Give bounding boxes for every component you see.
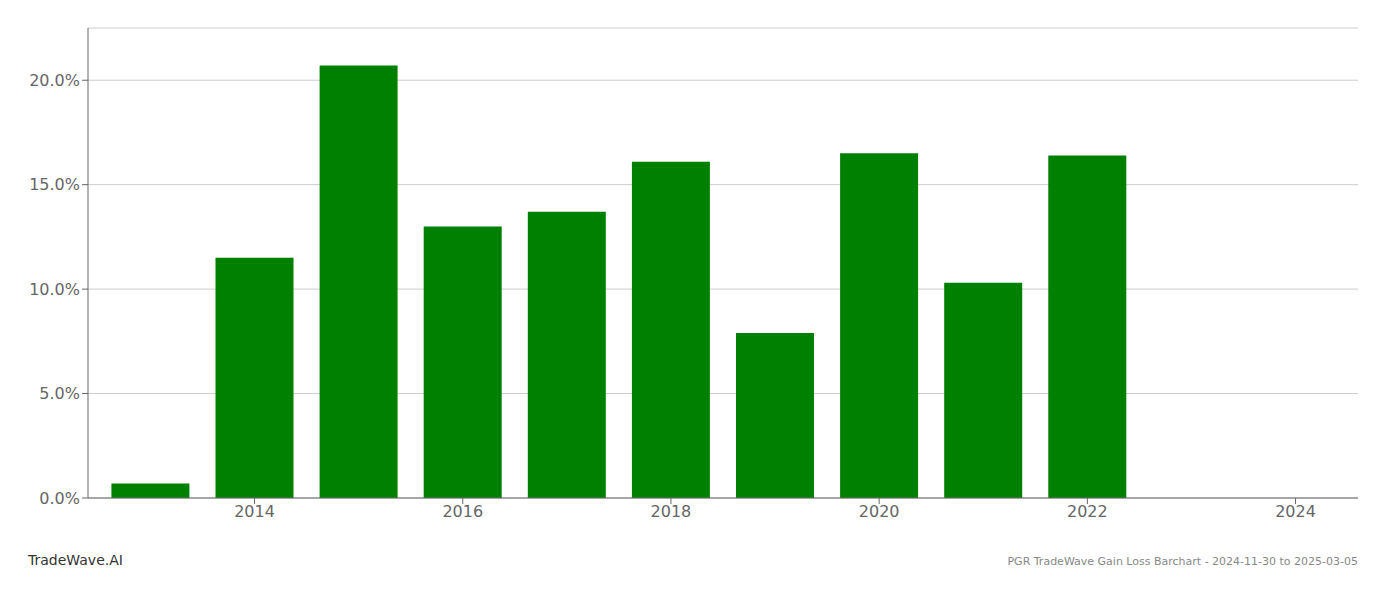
html-text:PGR TradeWave Gain Loss Barcha: PGR TradeWave Gain Loss Barchart - 2024-… <box>1007 555 1358 568</box>
svg-text:2020: 2020 <box>859 502 900 521</box>
svg-text:10.0%: 10.0% <box>29 280 80 299</box>
html-text:TradeWave.AI: TradeWave.AI <box>28 552 123 568</box>
svg-text:0.0%: 0.0% <box>39 489 80 508</box>
svg-text:5.0%: 5.0% <box>39 384 80 403</box>
svg-text:20.0%: 20.0% <box>29 71 80 90</box>
svg-text:2024: 2024 <box>1275 502 1316 521</box>
svg-text:2014: 2014 <box>234 502 275 521</box>
svg-text:2022: 2022 <box>1067 502 1108 521</box>
svg-text:2016: 2016 <box>442 502 483 521</box>
svg-text:2018: 2018 <box>651 502 692 521</box>
svg-text:15.0%: 15.0% <box>29 175 80 194</box>
